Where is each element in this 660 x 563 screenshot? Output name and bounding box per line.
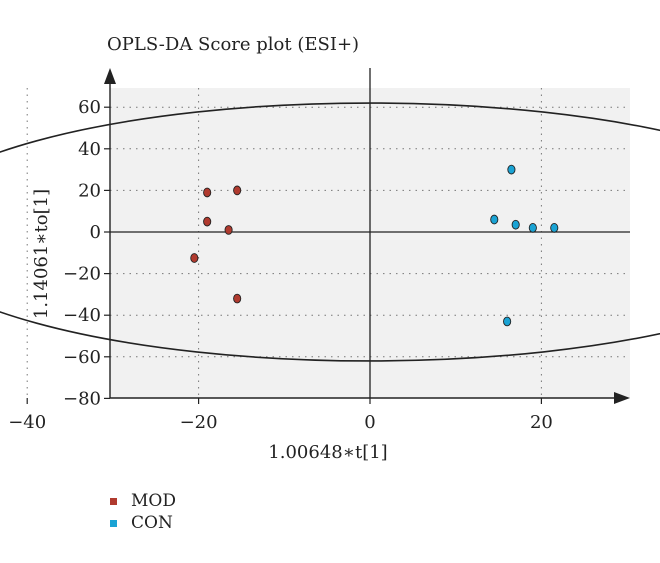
- point-con: [490, 214, 499, 225]
- point-mod: [203, 216, 212, 227]
- point-con: [528, 222, 537, 233]
- y-tick-label: 40: [78, 139, 101, 160]
- x-tick-label: 0: [364, 412, 375, 433]
- legend-label-mod: MOD: [131, 491, 176, 511]
- y-tick-label: −40: [63, 305, 101, 326]
- point-mod: [233, 185, 242, 196]
- point-con: [550, 222, 559, 233]
- point-mod: [190, 253, 199, 263]
- y-tick-label: 20: [78, 180, 101, 201]
- point-con: [507, 164, 516, 175]
- x-tick-label: −20: [180, 412, 218, 433]
- y-tick-label: −80: [63, 388, 101, 409]
- legend-swatch-con: [110, 519, 117, 527]
- x-axis-arrow-icon: [614, 392, 630, 404]
- x-tick-label: 20: [530, 412, 553, 433]
- legend: MOD CON: [110, 490, 176, 534]
- legend-swatch-mod: [110, 497, 117, 505]
- y-axis-label: 1.14061∗to[1]: [31, 189, 52, 319]
- point-mod: [224, 225, 233, 235]
- x-tick-label: −40: [8, 412, 46, 433]
- point-con: [511, 219, 520, 230]
- legend-item-mod: MOD: [110, 490, 176, 512]
- chart-title: OPLS-DA Score plot (ESI+): [107, 34, 359, 55]
- y-tick-label: 0: [90, 222, 101, 243]
- point-mod: [203, 187, 212, 198]
- axes: [104, 68, 630, 404]
- y-tick-label: −60: [63, 347, 101, 368]
- x-axis-label: 1.00648∗t[1]: [268, 442, 387, 463]
- point-mod: [233, 293, 242, 304]
- legend-label-con: CON: [131, 513, 173, 533]
- point-con: [503, 316, 512, 327]
- data-points: [190, 164, 559, 327]
- y-tick-label: 60: [78, 97, 101, 118]
- y-tick-label: −20: [63, 264, 101, 285]
- legend-item-con: CON: [110, 512, 176, 534]
- y-axis-arrow-icon: [104, 68, 116, 84]
